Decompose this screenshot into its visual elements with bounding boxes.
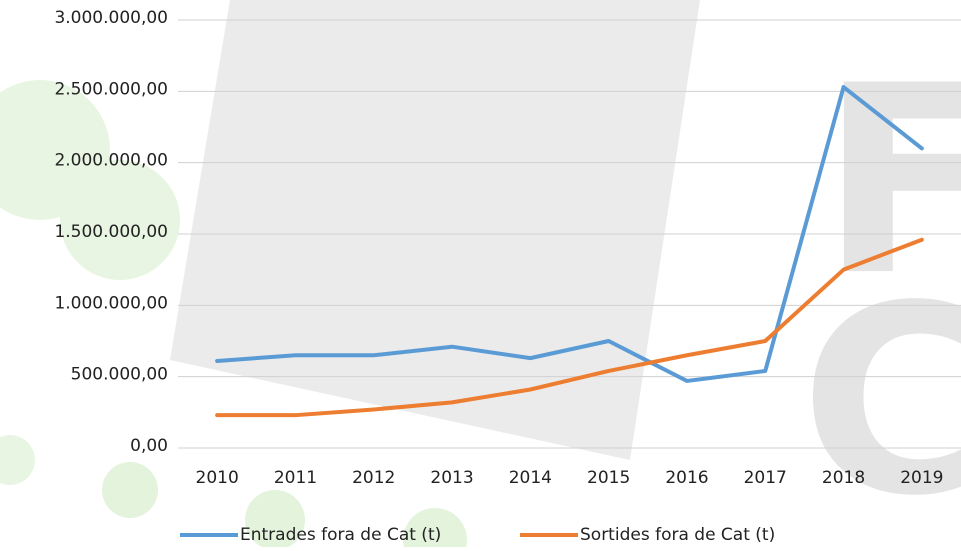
x-tick-label: 2010 [196,468,239,488]
series-line [215,85,924,383]
y-tick-label: 1.500.000,00 [54,222,168,242]
y-tick-label: 0,00 [130,436,168,456]
legend-label: Entrades fora de Cat (t) [240,525,441,545]
x-tick-label: 2019 [900,468,943,488]
x-tick-label: 2013 [430,468,473,488]
x-tick-label: 2017 [744,468,787,488]
legend-label: Sortides fora de Cat (t) [580,525,775,545]
y-tick-label: 3.000.000,00 [54,8,168,28]
x-tick-label: 2014 [509,468,552,488]
x-tick-label: 2012 [352,468,395,488]
y-tick-label: 500.000,00 [71,365,168,385]
svg-text:C: C [800,251,961,547]
y-tick-label: 2.500.000,00 [54,79,168,99]
legend-item: Entrades fora de Cat (t) [180,525,441,545]
y-tick-label: 1.000.000,00 [54,293,168,313]
x-tick-label: 2018 [822,468,865,488]
svg-text:F: F [820,31,961,333]
x-tick-label: 2011 [274,468,317,488]
x-tick-label: 2015 [587,468,630,488]
legend-item: Sortides fora de Cat (t) [520,525,775,545]
x-tick-label: 2016 [665,468,708,488]
series-line [215,237,924,418]
y-tick-label: 2.000.000,00 [54,151,168,171]
